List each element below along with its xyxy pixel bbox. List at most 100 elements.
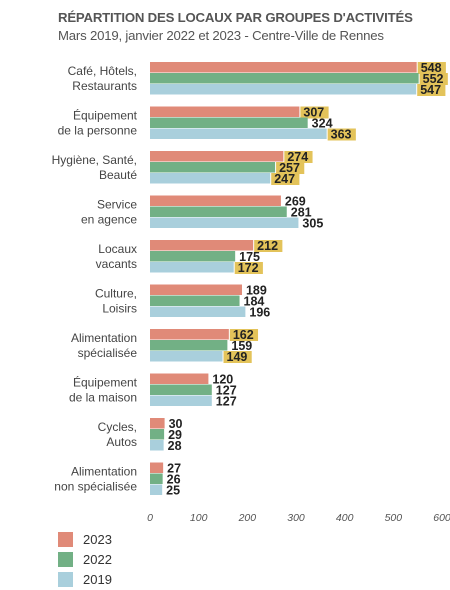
category-label: Locaux	[98, 242, 137, 256]
data-label-2022: 159	[231, 339, 252, 353]
category-label: Café, Hôtels,	[68, 64, 137, 78]
chart-title: RÉPARTITION DES LOCAUX PAR GROUPES D'ACT…	[58, 10, 413, 25]
data-label-2019: 149	[227, 350, 248, 364]
data-label-highlight	[327, 128, 356, 141]
legend-label-2022: 2022	[83, 551, 112, 567]
data-label-2023: 30	[169, 417, 183, 431]
data-label-2022: 257	[279, 161, 300, 175]
data-label-2022: 281	[291, 206, 312, 220]
data-label-highlight	[229, 329, 259, 341]
category-label: Loisirs	[102, 302, 137, 316]
x-tick-label: 600	[433, 512, 450, 524]
data-label-2023: 212	[257, 239, 278, 253]
bar-2019	[150, 173, 271, 184]
data-label-2019: 547	[420, 83, 441, 97]
data-label-highlight	[254, 240, 283, 252]
data-label-2023: 274	[287, 150, 308, 164]
bar-2019	[150, 395, 212, 406]
bar-2019	[150, 306, 246, 317]
bar-2019	[150, 262, 234, 273]
data-label-highlight	[223, 351, 252, 363]
bar-2023	[150, 284, 242, 295]
bar-2023	[150, 240, 254, 251]
bar-2023	[150, 62, 417, 73]
data-label-highlight	[419, 73, 448, 85]
legend-swatch-2019	[58, 571, 73, 587]
x-tick-label: 500	[385, 512, 403, 524]
bar-2022	[150, 117, 308, 128]
category-label: Beauté	[99, 168, 137, 182]
category-label: Équipement	[73, 108, 138, 123]
x-tick-label: 100	[190, 512, 208, 524]
category-label: de la personne	[58, 124, 138, 138]
bar-2022	[150, 429, 165, 440]
bar-2019	[150, 484, 163, 495]
data-label-2022: 127	[216, 384, 237, 398]
category-label: Alimentation	[71, 465, 137, 479]
data-label-highlight	[276, 162, 305, 174]
data-label-2019: 247	[274, 172, 295, 186]
data-label-2023: 548	[421, 61, 442, 75]
data-label-2023: 27	[167, 462, 181, 476]
legend-label-2019: 2019	[83, 571, 112, 587]
bar-2022	[150, 251, 236, 262]
category-label: en agence	[81, 213, 137, 227]
category-label: vacants	[96, 257, 137, 271]
bar-2023	[150, 106, 300, 117]
category-label: de la maison	[69, 391, 137, 405]
data-label-2019: 196	[249, 306, 270, 320]
data-label-2022: 552	[423, 72, 444, 86]
bar-2023	[150, 373, 209, 384]
category-label: Restaurants	[72, 79, 137, 93]
bar-2019	[150, 84, 417, 95]
data-label-2019: 28	[168, 439, 182, 453]
bar-2022	[150, 473, 163, 484]
category-label: Hygiène, Santé,	[52, 153, 137, 167]
data-label-highlight	[234, 262, 263, 274]
data-label-2023: 120	[212, 373, 233, 387]
data-label-2019: 172	[238, 261, 259, 275]
data-label-2019: 305	[302, 217, 323, 231]
bar-2022	[150, 206, 287, 217]
legend-swatch-2023	[58, 531, 73, 547]
x-tick-label: 0	[147, 512, 153, 524]
bar-2022	[150, 340, 228, 351]
data-label-2022: 184	[244, 295, 265, 309]
data-label-2023: 307	[303, 106, 324, 120]
category-label: Service	[97, 198, 137, 212]
category-label: Cycles,	[98, 420, 137, 434]
legend-label-2023: 2023	[83, 531, 112, 547]
bar-2022	[150, 384, 212, 395]
bar-2022	[150, 73, 419, 84]
data-label-highlight	[417, 62, 446, 74]
data-label-2022: 324	[312, 117, 333, 131]
x-tick-label: 200	[238, 512, 257, 524]
legend: 2023 2022 2019	[58, 529, 112, 589]
legend-swatch-2022	[58, 551, 73, 567]
category-label: Alimentation	[71, 331, 137, 345]
chart-subtitle: Mars 2019, janvier 2022 et 2023 - Centre…	[58, 28, 384, 43]
legend-item-2022: 2022	[58, 549, 112, 569]
bar-2022	[150, 295, 240, 306]
category-label: spécialisée	[78, 346, 138, 360]
data-label-2023: 189	[246, 284, 267, 298]
data-label-highlight	[284, 151, 313, 163]
data-label-2022: 29	[168, 428, 182, 442]
category-label: non spécialisée	[54, 480, 137, 494]
bar-2019	[150, 217, 299, 228]
bar-2019	[150, 351, 223, 362]
bar-2023	[150, 195, 281, 206]
data-label-highlight	[300, 106, 329, 119]
category-label: Culture,	[95, 287, 137, 301]
legend-item-2023: 2023	[58, 529, 112, 549]
bar-2023	[150, 329, 229, 340]
bar-2023	[150, 151, 284, 162]
data-label-highlight	[417, 84, 446, 96]
bar-2022	[150, 162, 276, 173]
legend-item-2019: 2019	[58, 569, 112, 589]
x-tick-label: 300	[287, 512, 305, 524]
data-label-2019: 25	[166, 484, 180, 498]
data-label-2022: 26	[167, 473, 181, 487]
